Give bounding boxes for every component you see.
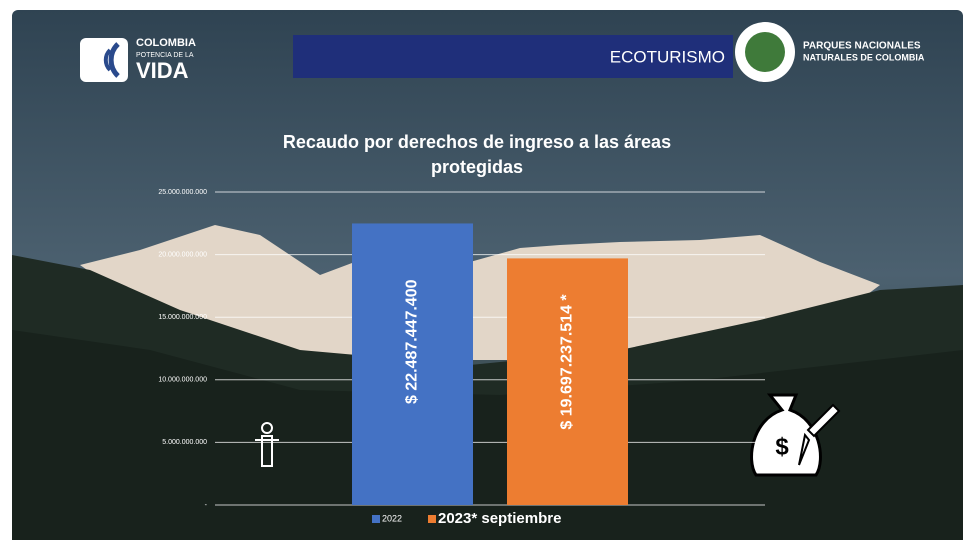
legend-swatch (372, 515, 380, 523)
chart-title: Recaudo por derechos de ingreso a las ár… (247, 130, 707, 180)
org-text: PARQUES NACIONALES (803, 41, 921, 52)
legend-swatch (428, 515, 436, 523)
logo-text: VIDA (136, 58, 189, 83)
y-tick-label: 10.000.000.000 (158, 377, 207, 384)
park-logo (745, 32, 785, 72)
chart: COLOMBIA POTENCIA DE LA VIDA ECOTURISMO … (0, 0, 973, 550)
value-label: $ 22.487.447.400 (404, 279, 421, 404)
y-tick-label: 25.000.000.000 (158, 189, 207, 196)
legend-label: 2023* septiembre (438, 510, 561, 527)
y-tick-label: 20.000.000.000 (158, 251, 207, 258)
value-label: $ 19.697.237.514 * (559, 294, 576, 430)
y-tick-label: 5.000.000.000 (162, 439, 207, 446)
svg-text:$: $ (775, 433, 789, 460)
y-tick-label: 15.000.000.000 (158, 314, 207, 321)
slide: COLOMBIA POTENCIA DE LA VIDA ECOTURISMO … (0, 0, 973, 550)
logo-text: COLOMBIA (136, 37, 196, 49)
org-text: NATURALES DE COLOMBIA (803, 52, 925, 62)
banner-text: ECOTURISMO (610, 47, 725, 66)
legend-label: 2022 (382, 513, 402, 523)
